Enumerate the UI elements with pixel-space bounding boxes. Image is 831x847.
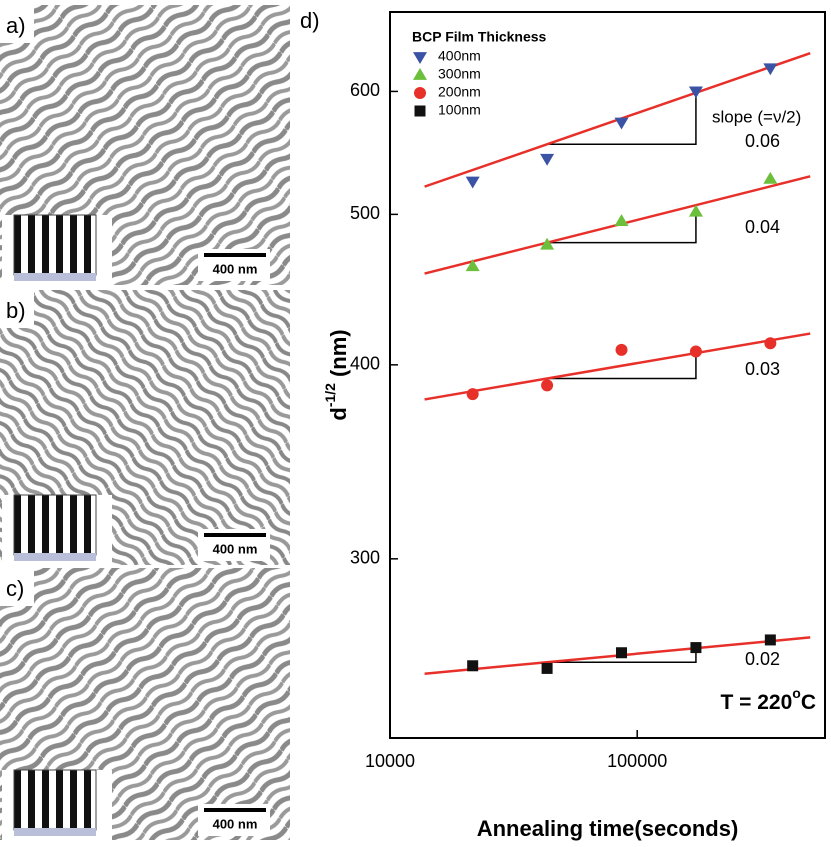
y-axis-label: d-1/2 (nm) xyxy=(322,329,351,420)
point xyxy=(616,647,628,659)
label-bg xyxy=(0,290,34,328)
scale-bar-label: 400 nm xyxy=(213,541,258,556)
point xyxy=(467,660,479,672)
inset-substrate xyxy=(14,828,96,836)
legend-marker xyxy=(414,87,426,99)
legend-title: BCP Film Thickness xyxy=(412,29,547,45)
point xyxy=(614,117,629,130)
panel-label: a) xyxy=(6,13,26,38)
y-tick-label: 300 xyxy=(350,548,380,568)
temperature-text: T = 220 xyxy=(720,691,792,714)
label-bg xyxy=(0,568,34,606)
y-tick-label: 400 xyxy=(350,354,380,374)
panel-label: c) xyxy=(6,576,24,601)
point xyxy=(764,634,776,646)
annotation: 0.06 xyxy=(745,131,780,151)
label-bg xyxy=(0,5,34,43)
annotation: 0.03 xyxy=(745,359,780,379)
temperature-sup: o xyxy=(792,685,801,701)
x-axis-label: Annealing time(seconds) xyxy=(477,816,739,841)
point xyxy=(540,153,555,166)
temperature-unit: C xyxy=(801,691,816,714)
legend-label: 100nm xyxy=(438,102,481,118)
slope-triangle xyxy=(547,205,697,244)
y-tick-label: 500 xyxy=(350,203,380,223)
inset-substrate xyxy=(14,273,96,281)
point xyxy=(690,642,702,654)
slope-triangle xyxy=(547,92,697,145)
point xyxy=(615,343,628,356)
scale-bar-label: 400 nm xyxy=(213,816,258,831)
panel-label: d) xyxy=(300,8,320,33)
point xyxy=(764,337,777,350)
x-tick-label: 10000 xyxy=(365,751,415,771)
inset-block xyxy=(13,214,97,276)
fit-line xyxy=(424,332,811,401)
point xyxy=(541,379,554,392)
point xyxy=(465,259,480,272)
legend-marker xyxy=(413,68,427,80)
point xyxy=(688,204,703,217)
point xyxy=(688,86,703,99)
point xyxy=(466,388,479,401)
legend-label: 400nm xyxy=(438,48,481,64)
scale-bar-label: 400 nm xyxy=(213,261,258,276)
y-label-sup: -1/2 xyxy=(322,383,338,407)
y-tick-label: 600 xyxy=(350,80,380,100)
inset-block xyxy=(13,494,97,556)
point xyxy=(540,237,555,250)
point xyxy=(465,176,480,189)
y-label-unit: (nm) xyxy=(326,329,351,377)
point xyxy=(763,63,778,76)
panel-label: b) xyxy=(6,298,26,323)
legend-label: 300nm xyxy=(438,66,481,82)
annotation: 0.02 xyxy=(745,649,780,669)
temperature-label: T = 220oC xyxy=(720,685,816,714)
x-tick-label: 100000 xyxy=(607,751,667,771)
annotation: slope (=ν/2) xyxy=(712,107,801,126)
point xyxy=(689,345,702,358)
plot-frame xyxy=(389,11,826,739)
legend-label: 200nm xyxy=(438,84,481,100)
annotation: 0.04 xyxy=(745,217,780,237)
inset-substrate xyxy=(14,553,96,561)
point xyxy=(763,171,778,184)
legend-marker xyxy=(413,52,427,64)
point xyxy=(614,214,629,227)
legend-marker xyxy=(414,105,426,117)
point xyxy=(541,662,553,674)
inset-block xyxy=(13,769,97,831)
y-label-main: d xyxy=(326,407,351,420)
slope-triangle xyxy=(547,353,697,380)
